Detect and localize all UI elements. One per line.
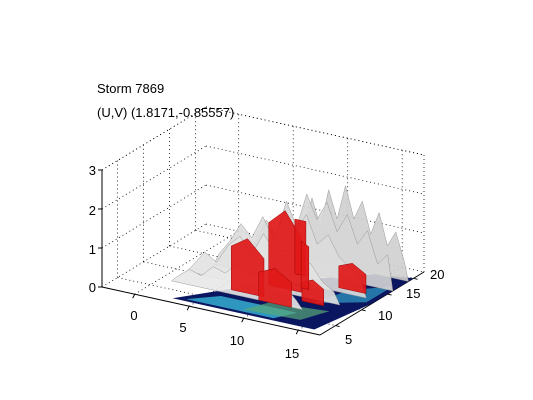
chart-subtitle: (U,V) (1.8171,-0.85557): [97, 105, 234, 120]
grid-line: [101, 223, 207, 288]
grid-line: [101, 106, 207, 171]
x-tick-mark: [186, 305, 190, 311]
y-tick-mark: [413, 277, 418, 280]
z-tick-label: 2: [89, 203, 96, 218]
grid-line: [101, 184, 207, 249]
y-tick-mark: [387, 293, 392, 296]
z-tick-label: 1: [89, 242, 96, 257]
grid-line: [134, 230, 239, 295]
y-tick-mark: [335, 325, 340, 328]
y-axis-ticks: 5 10 15 20: [345, 267, 444, 347]
x-axis-line: [101, 286, 321, 336]
x-tick-mark: [295, 329, 299, 335]
z-tick-label: 0: [89, 280, 96, 295]
chart-title: Storm 7869: [97, 81, 164, 96]
storm-core-patch: [258, 268, 292, 308]
axes-box: [98, 169, 425, 336]
x-tick-mark: [241, 317, 245, 323]
z-tick-label: 3: [89, 163, 96, 178]
storm-core-column: [300, 240, 310, 290]
x-tick-mark: [132, 293, 136, 299]
grid-line: [101, 145, 207, 210]
x-tick-label: 15: [285, 346, 299, 361]
surface-base-green: [243, 302, 330, 320]
y-tick-label: 10: [378, 308, 392, 323]
x-tick-label: 5: [179, 320, 186, 335]
y-tick-mark: [361, 309, 366, 312]
y-tick-label: 15: [406, 286, 420, 301]
surface-plot: [171, 185, 414, 330]
x-axis-ticks: 0 5 10 15: [130, 308, 299, 361]
x-tick-label: 0: [130, 308, 137, 323]
x-tick-label: 10: [230, 333, 244, 348]
z-axis-ticks: 0 1 2 3: [89, 163, 96, 295]
y-tick-label: 5: [345, 332, 352, 347]
y-tick-label: 20: [430, 267, 444, 282]
storm-core-patch: [338, 263, 367, 294]
